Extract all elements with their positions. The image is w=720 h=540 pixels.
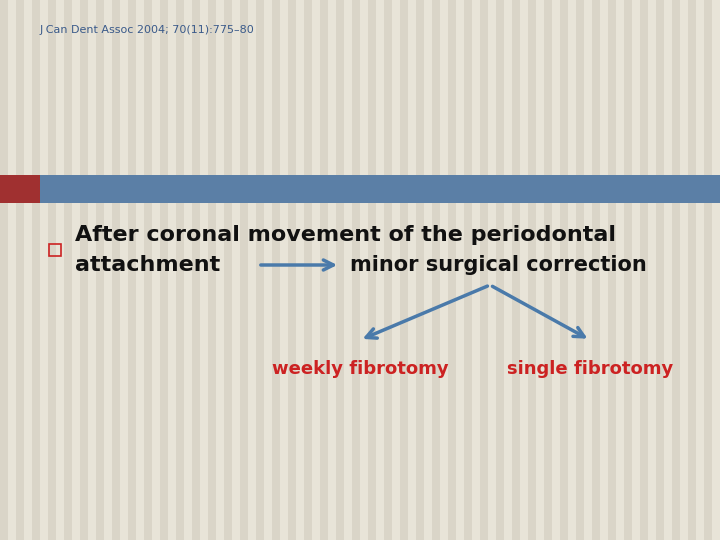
Text: J Can Dent Assoc 2004; 70(11):775–80: J Can Dent Assoc 2004; 70(11):775–80 (40, 25, 255, 35)
Bar (576, 0, 584, 540)
Bar (384, 0, 392, 540)
Bar (144, 0, 152, 540)
Bar (592, 0, 600, 540)
Bar (448, 0, 456, 540)
Bar (704, 0, 712, 540)
Bar (688, 0, 696, 540)
Bar (48, 0, 56, 540)
Bar (528, 0, 536, 540)
Text: weekly fibrotomy: weekly fibrotomy (271, 360, 449, 378)
Bar (544, 0, 552, 540)
Bar (352, 0, 360, 540)
Bar (49, 244, 61, 256)
Bar (480, 0, 488, 540)
Bar (16, 0, 24, 540)
Bar (160, 0, 168, 540)
Bar (672, 0, 680, 540)
Bar (112, 0, 120, 540)
Bar (560, 0, 568, 540)
Bar (656, 0, 664, 540)
Bar (80, 0, 88, 540)
Text: single fibrotomy: single fibrotomy (507, 360, 673, 378)
Text: After coronal movement of the periodontal: After coronal movement of the periodonta… (75, 225, 616, 245)
Bar (288, 0, 296, 540)
Bar (304, 0, 312, 540)
Bar (320, 0, 328, 540)
Bar (624, 0, 632, 540)
Bar (400, 0, 408, 540)
Bar (368, 0, 376, 540)
Bar (176, 0, 184, 540)
Bar (96, 0, 104, 540)
Text: attachment: attachment (75, 255, 220, 275)
Bar (608, 0, 616, 540)
Bar (128, 0, 136, 540)
Bar (0, 0, 8, 540)
Bar (416, 0, 424, 540)
Bar (208, 0, 216, 540)
Bar (336, 0, 344, 540)
Bar (192, 0, 200, 540)
Bar (0, 175, 40, 203)
Bar (40, 175, 720, 203)
Bar (240, 0, 248, 540)
Bar (432, 0, 440, 540)
Bar (496, 0, 504, 540)
Bar (64, 0, 72, 540)
Bar (464, 0, 472, 540)
Bar (640, 0, 648, 540)
Bar (224, 0, 232, 540)
Bar (32, 0, 40, 540)
Bar (512, 0, 520, 540)
Bar (272, 0, 280, 540)
Text: minor surgical correction: minor surgical correction (350, 255, 647, 275)
Bar (256, 0, 264, 540)
